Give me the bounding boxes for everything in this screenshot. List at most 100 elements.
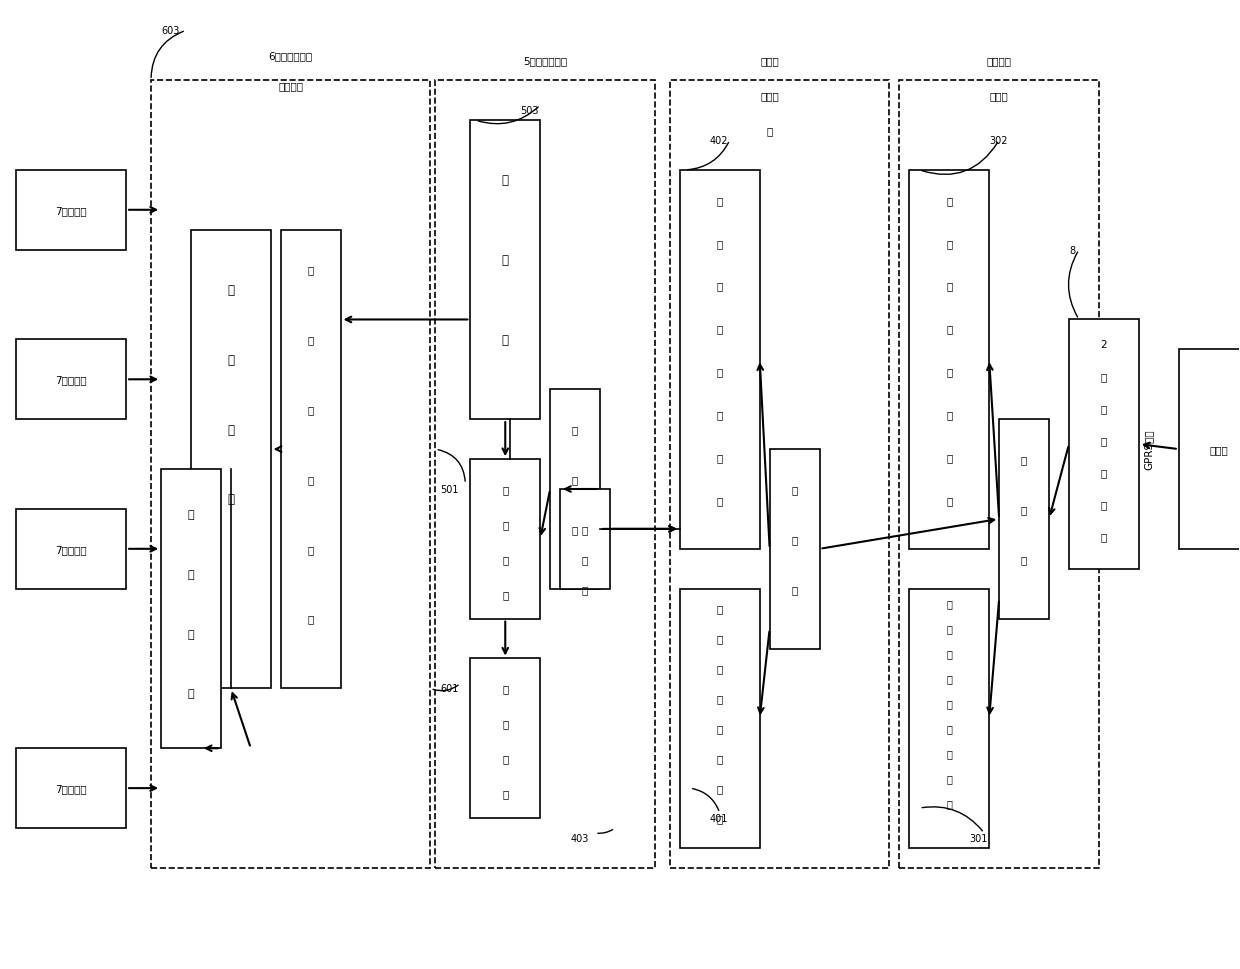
Text: 析: 析 [717,754,723,764]
Text: 数: 数 [946,649,952,659]
Text: 数: 数 [946,281,952,292]
Text: 2: 2 [1101,340,1107,350]
Text: 换: 换 [1021,505,1027,515]
Bar [470,659,541,818]
Text: 数据存储: 数据存储 [987,56,1012,66]
Text: 云: 云 [1101,404,1107,414]
Text: 通: 通 [308,405,314,415]
Text: 时: 时 [946,238,952,248]
Bar [280,231,341,689]
Text: 5信号控制中心: 5信号控制中心 [523,56,567,66]
Text: 模: 模 [946,773,952,783]
Text: 端: 端 [1101,436,1107,446]
Text: 换: 换 [791,534,797,545]
Text: 、: 、 [1101,372,1107,382]
Text: 分: 分 [717,367,723,377]
Text: 交: 交 [1021,454,1027,464]
Text: 虚: 虚 [1101,468,1107,478]
Text: 模: 模 [717,453,723,462]
Text: 块: 块 [308,614,314,624]
Text: 7、信号灯: 7、信号灯 [56,205,87,215]
Text: 603: 603 [161,26,180,36]
Text: 器: 器 [227,493,234,506]
Text: 信: 信 [308,475,314,484]
Text: 换: 换 [572,475,578,484]
Text: 历: 历 [946,599,952,610]
Bar [151,81,430,868]
Bar [191,231,270,689]
Text: 块: 块 [502,589,508,599]
Bar [1179,350,1240,549]
Text: 储: 储 [502,719,508,729]
Text: 据: 据 [717,694,723,703]
Bar [680,589,760,848]
Text: 数: 数 [717,664,723,673]
Bar [435,81,655,868]
Text: GPRS通讯: GPRS通讯 [1143,429,1153,470]
Text: 客户端: 客户端 [1209,445,1228,454]
Text: 史: 史 [946,624,952,634]
Text: 微: 微 [227,284,234,297]
Text: 块: 块 [717,495,723,506]
Text: 机: 机 [1101,531,1107,542]
Text: 7、信号灯: 7、信号灯 [56,375,87,385]
Text: 401: 401 [709,813,728,824]
Text: 块: 块 [946,495,952,506]
Text: 数据分: 数据分 [760,56,779,66]
Text: 交: 交 [791,484,797,494]
Text: 模: 模 [946,453,952,462]
Bar [680,171,760,549]
Text: 器: 器 [766,126,773,136]
Text: 交: 交 [572,424,578,435]
Text: 302: 302 [990,136,1008,146]
Bar [161,470,221,748]
Bar [999,420,1049,619]
Bar [560,489,610,589]
Text: 7、信号灯: 7、信号灯 [56,545,87,554]
Text: 501: 501 [440,484,459,494]
Bar [16,510,126,589]
Text: 数: 数 [946,748,952,759]
Text: 器: 器 [582,584,588,594]
Text: 301: 301 [970,833,987,843]
Text: 控: 控 [227,354,234,366]
Text: 机: 机 [572,524,578,534]
Text: 据: 据 [717,324,723,334]
Text: 动: 动 [717,196,723,205]
Text: 块: 块 [717,813,723,824]
Text: 实: 实 [946,196,952,205]
Text: 储: 储 [582,524,588,534]
Text: 信: 信 [502,519,508,529]
Text: 机: 机 [1021,554,1027,564]
Text: 机: 机 [791,584,797,594]
Bar [899,81,1099,868]
Text: 制: 制 [227,423,234,436]
Text: 析服务: 析服务 [760,91,779,101]
Bar [909,171,990,549]
Text: 串: 串 [308,266,314,275]
Bar [670,81,889,868]
Text: 模: 模 [308,545,314,554]
Text: 口: 口 [308,335,314,345]
Text: 静: 静 [717,604,723,614]
Text: 模: 模 [717,783,723,794]
Text: 块: 块 [502,789,508,798]
Text: 块: 块 [946,798,952,808]
Text: 据: 据 [946,673,952,684]
Text: 拟: 拟 [1101,499,1107,510]
Text: 601: 601 [440,684,459,694]
Text: 模: 模 [502,754,508,764]
Text: 分: 分 [717,724,723,734]
Text: 402: 402 [709,136,728,146]
Bar [909,589,990,848]
Bar [770,450,820,649]
Text: 器: 器 [502,333,508,347]
Bar [16,748,126,828]
Text: 接: 接 [187,510,195,519]
Text: 403: 403 [570,833,589,843]
Text: 制: 制 [502,254,508,266]
Bar [551,390,600,589]
Text: 块: 块 [187,689,195,699]
Text: 通: 通 [502,484,508,494]
Bar [16,340,126,420]
